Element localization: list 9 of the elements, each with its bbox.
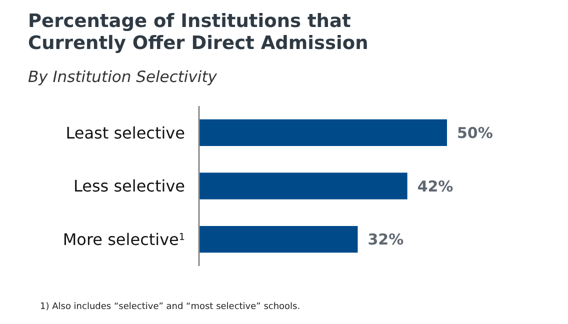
chart-title: Percentage of Institutions that Currently Offer Direct Admission — [28, 11, 368, 54]
text: 1) Also includes “selective” and “most selective” schools. — [40, 302, 300, 312]
data-label: 32% — [368, 230, 404, 249]
y-tick-label: Less selective — [73, 176, 185, 196]
data-label: 50% — [457, 124, 493, 142]
y-tick-label: More selective$^{1}$ — [62, 230, 185, 249]
chart-subtitle: By Institution Selectivity — [28, 68, 218, 86]
y-tick-label: Least selective — [66, 123, 185, 142]
data-label: 42% — [417, 177, 454, 196]
